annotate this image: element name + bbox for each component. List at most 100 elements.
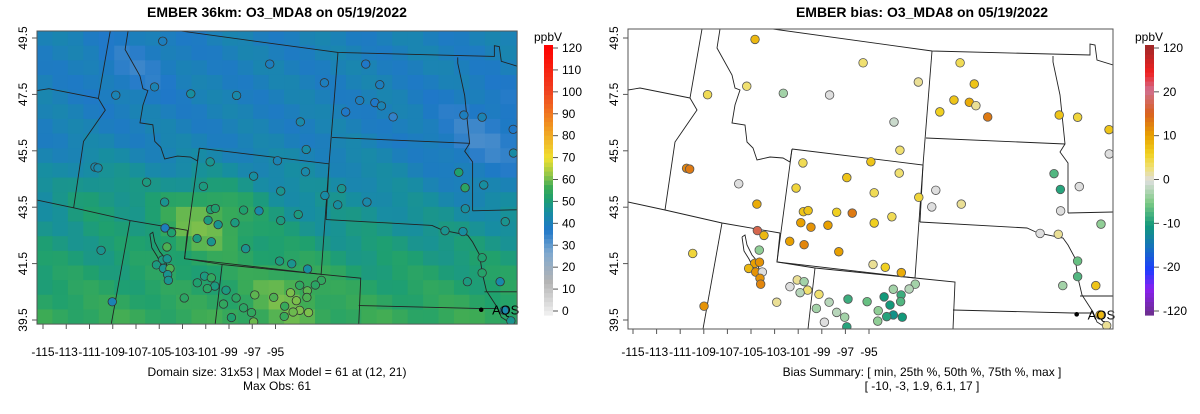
colorbar-segment bbox=[544, 166, 553, 172]
bias-station-marker bbox=[904, 284, 914, 294]
model-grid-cell bbox=[114, 133, 131, 149]
model-grid-cell bbox=[361, 104, 378, 120]
model-grid-cell bbox=[330, 309, 347, 325]
model-grid-cell bbox=[237, 177, 254, 193]
model-grid-cell bbox=[515, 148, 518, 164]
colorbar-segment bbox=[1145, 193, 1154, 199]
obs-station-marker bbox=[287, 259, 297, 269]
colorbar-segment bbox=[1145, 270, 1154, 276]
model-grid-cell bbox=[361, 236, 378, 252]
x-tick-label: -103 bbox=[170, 345, 194, 359]
model-grid-cell bbox=[67, 133, 84, 149]
obs-station-marker bbox=[302, 264, 313, 274]
obs-station-marker bbox=[280, 301, 290, 311]
model-grid-cell bbox=[469, 294, 486, 310]
model-grid-cell bbox=[268, 192, 285, 208]
model-grid-cell bbox=[67, 148, 84, 164]
y-tick-label: 39.5 bbox=[607, 308, 621, 332]
colorbar-segment bbox=[1145, 171, 1154, 177]
model-grid-cell bbox=[268, 236, 285, 252]
model-footer-domain: Domain size: 31x53 | Max Model = 61 at (… bbox=[148, 365, 407, 379]
model-grid-cell bbox=[114, 177, 131, 193]
bias-station-marker bbox=[1091, 280, 1101, 291]
model-grid-cell bbox=[515, 309, 518, 325]
model-grid-cell bbox=[500, 104, 517, 120]
colorbar-segment bbox=[544, 274, 553, 280]
x-axis: -115 -113 -111 -109 -107 -105 -103 -101 -99 -97 -9… bbox=[621, 329, 878, 359]
colorbar-segment bbox=[544, 135, 553, 141]
obs-station-marker bbox=[508, 124, 518, 134]
model-grid-cell bbox=[345, 221, 362, 237]
model-grid-cell bbox=[284, 162, 301, 179]
model-grid-cell bbox=[376, 221, 393, 237]
model-grid-cell bbox=[52, 74, 69, 91]
obs-station-marker bbox=[272, 156, 283, 166]
model-grid-cell bbox=[67, 309, 84, 325]
obs-station-marker bbox=[499, 305, 509, 315]
model-grid-cell bbox=[500, 162, 517, 179]
model-grid-cell bbox=[160, 45, 177, 61]
colorbar-segment bbox=[544, 184, 553, 190]
model-grid-cell bbox=[438, 133, 455, 149]
obs-station-marker bbox=[162, 242, 172, 252]
x-tick-label: -99 bbox=[220, 345, 238, 359]
model-grid-cell bbox=[37, 60, 53, 76]
model-grid-cell bbox=[392, 221, 409, 237]
model-grid-cell bbox=[98, 221, 115, 237]
colorbar-segment bbox=[1145, 45, 1154, 51]
state-boundary-line bbox=[1052, 56, 1069, 213]
model-grid-cell bbox=[175, 250, 192, 266]
model-grid-cell bbox=[484, 60, 501, 76]
colorbar-tick-label: 0 bbox=[562, 304, 569, 318]
model-grid-cell bbox=[345, 280, 362, 296]
model-grid-cell bbox=[299, 236, 316, 252]
bias-station-marker bbox=[755, 279, 766, 289]
colorbar-segment bbox=[1145, 211, 1154, 217]
model-grid-cell bbox=[392, 148, 409, 164]
colorbar-unit: ppbV bbox=[534, 30, 562, 44]
obs-station-marker bbox=[301, 144, 311, 155]
colorbar-segment bbox=[1145, 184, 1154, 190]
bias-station-marker bbox=[742, 81, 752, 91]
model-grid-cell bbox=[160, 309, 177, 325]
bias-station-marker bbox=[866, 157, 876, 167]
x-tick-label: -95 bbox=[267, 345, 285, 359]
model-grid-cell bbox=[392, 45, 409, 61]
state-boundary-line bbox=[628, 201, 781, 234]
model-grid-cell bbox=[330, 31, 347, 47]
state-boundary-line bbox=[814, 267, 956, 329]
obs-station-marker bbox=[221, 285, 231, 295]
model-grid-cell bbox=[175, 162, 192, 179]
model-grid-cell bbox=[299, 31, 316, 47]
model-grid-cell bbox=[392, 162, 409, 179]
model-grid-cell bbox=[284, 221, 301, 237]
model-grid-cell bbox=[361, 206, 378, 223]
obs-station-marker bbox=[508, 148, 518, 158]
bias-summary-header: Bias Summary: [ min, 25th %, 50th %, 75t… bbox=[783, 365, 1062, 379]
model-grid-cell bbox=[469, 60, 486, 76]
bias-station-marker bbox=[862, 296, 872, 307]
colorbar-segment bbox=[1145, 144, 1154, 150]
model-grid-cell bbox=[469, 162, 486, 179]
model-grid-cell bbox=[453, 309, 470, 325]
obs-station-marker bbox=[192, 278, 202, 288]
model-grid-cell bbox=[453, 133, 470, 149]
model-grid-cell bbox=[98, 265, 115, 281]
model-grid-cell bbox=[98, 192, 115, 208]
model-grid-cell bbox=[83, 221, 100, 237]
colorbar-segment bbox=[1145, 153, 1154, 159]
colorbar-segment bbox=[544, 81, 553, 87]
colorbar-segment bbox=[1145, 256, 1154, 262]
bias-station-marker bbox=[1054, 110, 1064, 120]
x-tick-label: -97 bbox=[244, 345, 262, 359]
bias-station-marker bbox=[759, 230, 769, 241]
model-grid-cell bbox=[484, 74, 501, 91]
colorbar-segment bbox=[544, 121, 553, 127]
model-grid-cell bbox=[237, 118, 254, 135]
bias-station-marker bbox=[1055, 184, 1066, 195]
plot-frame bbox=[36, 30, 518, 325]
model-grid-cell bbox=[160, 206, 177, 223]
colorbar-segment bbox=[544, 189, 553, 195]
model-grid-cell bbox=[330, 206, 347, 223]
colorbar-tick-label: 90 bbox=[562, 107, 576, 121]
